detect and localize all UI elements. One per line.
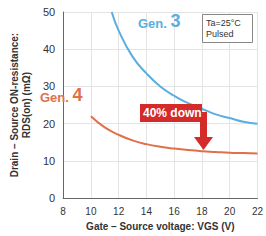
svg-text:18: 18	[196, 206, 208, 217]
svg-text:16: 16	[169, 206, 181, 217]
svg-text:8: 8	[60, 206, 66, 217]
svg-text:Gate – Source voltage: VGS (V): Gate – Source voltage: VGS (V)	[86, 221, 234, 232]
svg-text:14: 14	[141, 206, 153, 217]
svg-text:Drain – Source ON-resistance:: Drain – Source ON-resistance:	[9, 33, 20, 178]
svg-text:Pulsed: Pulsed	[206, 29, 234, 39]
svg-text:0: 0	[49, 192, 55, 204]
svg-text:10: 10	[85, 206, 97, 217]
svg-text:RDS(on) (mΩ): RDS(on) (mΩ)	[21, 72, 32, 138]
svg-text:40: 40	[43, 43, 55, 55]
svg-text:50: 50	[43, 6, 55, 18]
svg-text:20: 20	[43, 118, 55, 130]
svg-text:Gen.: Gen.	[40, 90, 73, 105]
svg-text:22: 22	[252, 206, 264, 217]
svg-text:10: 10	[43, 155, 55, 167]
svg-text:Gen.: Gen.	[138, 16, 171, 31]
svg-text:4: 4	[73, 85, 83, 105]
svg-text:40% down: 40% down	[143, 106, 202, 120]
svg-text:Ta=25°C: Ta=25°C	[206, 18, 241, 28]
svg-text:12: 12	[113, 206, 125, 217]
svg-text:30: 30	[42, 80, 56, 93]
svg-text:20: 20	[224, 206, 236, 217]
svg-text:3: 3	[171, 11, 181, 31]
